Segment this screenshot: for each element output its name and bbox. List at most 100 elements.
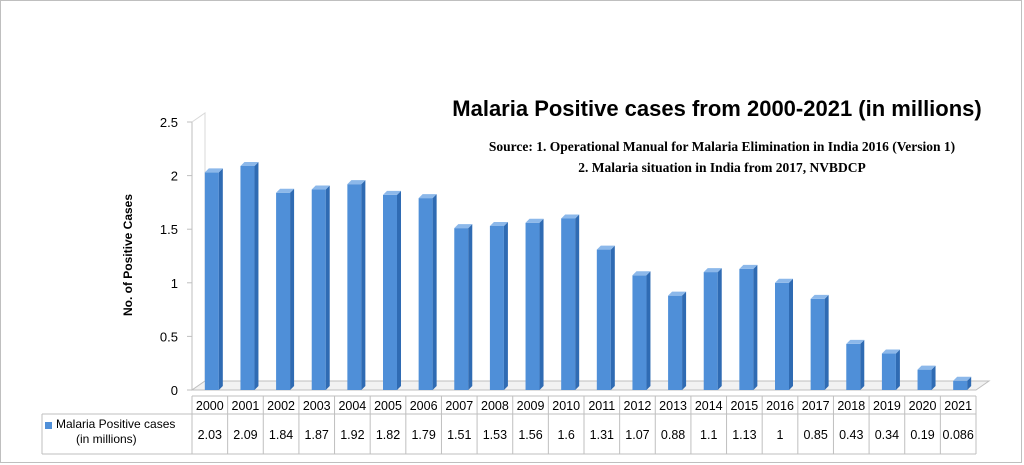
data-label: 1.13: [732, 428, 756, 442]
source-line-2: 2. Malaria situation in India from 2017,…: [578, 160, 866, 175]
bar-top: [881, 349, 900, 354]
x-tick-label: 2014: [695, 399, 723, 413]
x-tick-label: 2005: [374, 399, 402, 413]
bar: [561, 218, 576, 390]
legend-swatch: [45, 422, 52, 429]
bar-side: [931, 365, 936, 390]
source-line-1: Source: 1. Operational Manual for Malari…: [488, 139, 956, 154]
bar-side: [397, 190, 401, 390]
bar: [454, 228, 469, 390]
data-label: 0.88: [661, 428, 685, 442]
x-tick-label: 2009: [517, 399, 545, 413]
x-tick-label: 2003: [303, 399, 331, 413]
bar: [418, 198, 433, 390]
bar: [632, 275, 647, 390]
bar: [204, 172, 219, 390]
bar: [383, 194, 397, 390]
data-label: 1.92: [340, 428, 364, 442]
data-label: 1: [777, 428, 784, 442]
bar-top: [418, 194, 437, 199]
floor: [190, 380, 991, 391]
data-label: 1.07: [625, 428, 649, 442]
y-tick-label: 0: [171, 383, 178, 398]
y-tick-label: 2.5: [160, 115, 178, 130]
bar: [668, 295, 683, 390]
bar-top: [775, 278, 793, 283]
data-label: 2.09: [233, 428, 257, 442]
x-tick-label: 2011: [588, 399, 615, 413]
bar-top: [739, 264, 758, 269]
bar-top: [632, 271, 651, 276]
bar-side: [468, 224, 473, 390]
bar-top: [347, 180, 366, 185]
data-label: 1.84: [269, 428, 293, 442]
bar-top: [204, 168, 223, 173]
bar-top: [703, 268, 722, 273]
bar: [276, 192, 291, 390]
data-label: 0.19: [910, 428, 934, 442]
data-label: 0.34: [875, 428, 899, 442]
bar-side: [646, 271, 651, 390]
bar-top: [953, 376, 972, 381]
data-label: 1.1: [700, 428, 717, 442]
y-tick-label: 1.5: [160, 222, 178, 237]
bar-side: [539, 218, 544, 390]
bar-top: [489, 221, 508, 226]
x-tick-label: 2021: [944, 399, 972, 413]
x-tick-label: 2017: [802, 399, 830, 413]
data-label: 0.43: [839, 428, 863, 442]
bar-top: [525, 218, 544, 223]
x-tick-label: 2020: [909, 399, 937, 413]
x-tick-label: 2001: [232, 399, 260, 413]
bar: [240, 165, 255, 390]
bar-side: [361, 180, 366, 390]
legend-text: Malaria Positive cases (in millions): [56, 417, 196, 447]
y-axis-label: No. of Positive Cases: [121, 193, 135, 317]
y-tick-label: 1: [171, 276, 178, 291]
bar: [525, 222, 540, 390]
x-tick-label: 2002: [267, 399, 295, 413]
bar-top: [561, 214, 580, 219]
bar-top: [383, 190, 401, 195]
data-label: 0.086: [943, 428, 974, 442]
bar-side: [824, 294, 829, 390]
bar-side: [218, 168, 223, 390]
side-wall: [191, 112, 206, 391]
bar-side: [717, 268, 722, 390]
bar-side: [575, 214, 580, 390]
x-tick-label: 2019: [873, 399, 901, 413]
bar-side: [254, 161, 259, 390]
legend-line-1: Malaria Positive cases: [56, 417, 176, 431]
bar: [596, 249, 611, 390]
data-label: 0.85: [803, 428, 827, 442]
x-tick-label: 2000: [196, 399, 224, 413]
data-label: 1.6: [557, 428, 574, 442]
bar: [917, 369, 932, 390]
bar-top: [846, 339, 865, 344]
bar-side: [895, 349, 900, 390]
bar-side: [753, 264, 758, 390]
bar: [347, 184, 362, 390]
bar-side: [682, 291, 687, 390]
bar: [311, 189, 326, 390]
x-tick-label: 2016: [766, 399, 794, 413]
data-label: 1.31: [590, 428, 614, 442]
data-label: 1.51: [447, 428, 471, 442]
bar-top: [668, 291, 687, 296]
bar: [489, 225, 504, 390]
x-tick-label: 2007: [445, 399, 473, 413]
bar-side: [503, 221, 508, 390]
bar-side: [967, 376, 972, 390]
data-label: 1.82: [376, 428, 400, 442]
bar-top: [917, 365, 936, 370]
x-tick-label: 2010: [552, 399, 580, 413]
bar: [703, 272, 718, 390]
x-tick-label: 2018: [837, 399, 865, 413]
y-tick-label: 0.5: [160, 329, 178, 344]
bar: [810, 298, 825, 390]
x-tick-label: 2013: [659, 399, 687, 413]
x-tick-label: 2015: [730, 399, 758, 413]
bar: [953, 380, 968, 390]
bar-side: [610, 245, 615, 390]
